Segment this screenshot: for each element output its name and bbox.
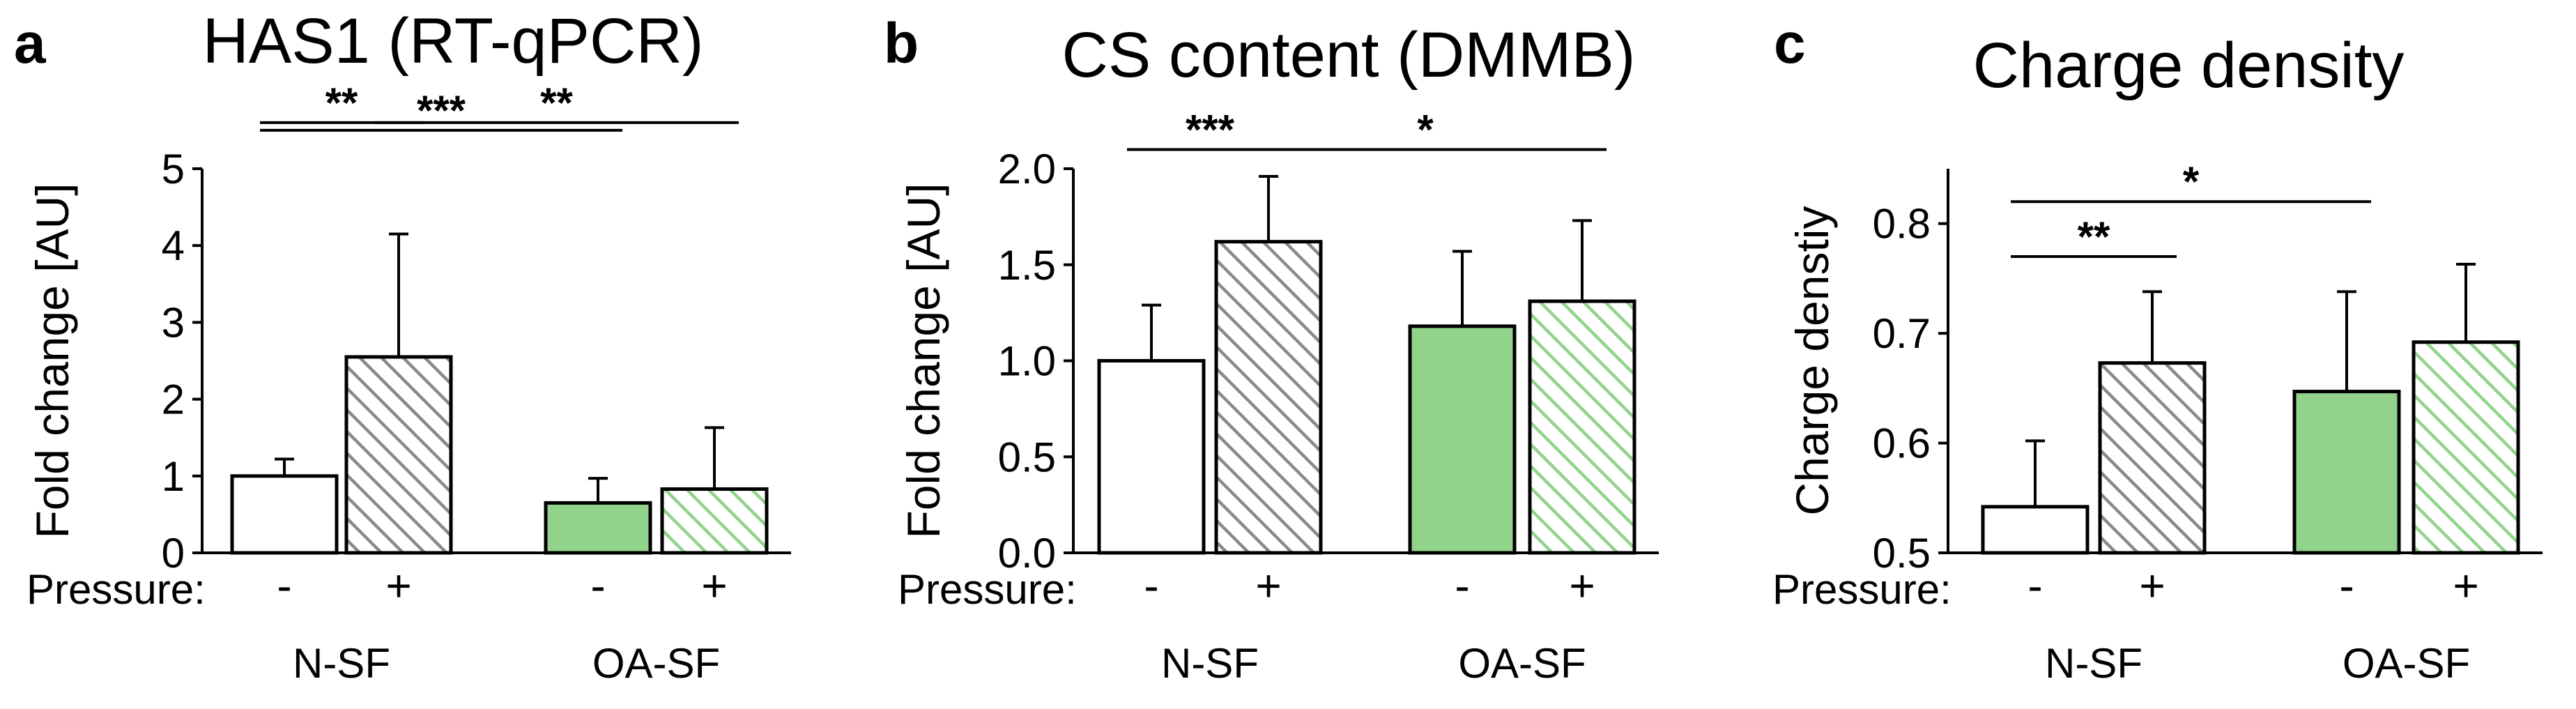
y-tick-label: 0.5 [1873, 530, 1931, 577]
bar [2412, 340, 2520, 555]
pressure-label: Pressure: [26, 566, 206, 613]
pressure-sign: + [701, 561, 727, 611]
y-tick-label: 0.7 [1873, 310, 1931, 357]
bar [2098, 361, 2207, 555]
pressure-sign: - [1144, 561, 1158, 611]
bar [1408, 324, 1517, 555]
panel-b: b CS content (DMMB) Fold change [AU] 0.0 0.5… [884, 12, 1659, 687]
y-tick-label: 1 [162, 453, 185, 500]
pressure-sign: + [385, 561, 411, 611]
y-tick-label: 0.5 [998, 434, 1056, 480]
group-label: N-SF [293, 640, 390, 687]
y-axis-label: Fold change [AU] [898, 183, 949, 539]
significance-label: ** [2078, 213, 2110, 260]
pressure-sign: + [2453, 561, 2478, 611]
chart-title: CS content (DMMB) [1061, 20, 1635, 91]
pressure-label: Pressure: [898, 566, 1077, 613]
bar [1097, 359, 1206, 555]
bar [1981, 505, 2090, 555]
group-label: OA-SF [592, 640, 720, 687]
significance-label: ** [325, 79, 358, 126]
y-tick-label: 0.0 [998, 530, 1056, 577]
pressure-label: Pressure: [1772, 566, 1952, 613]
panel-c: c Charge density Charge denstiy 0.5 0.6 0.7 0.… [1772, 12, 2543, 687]
group-label: OA-SF [2343, 640, 2470, 687]
y-tick-label: 4 [162, 222, 185, 269]
significance-label: * [1417, 106, 1434, 153]
y-tick-label: 1.0 [998, 338, 1056, 385]
pressure-sign: - [1455, 561, 1469, 611]
panel-letter: c [1774, 12, 1806, 75]
panel-letter: b [884, 12, 919, 75]
pressure-sign: - [2027, 561, 2042, 611]
y-tick-label: 3 [162, 299, 185, 346]
bar [2292, 390, 2401, 555]
y-tick-label: 2 [162, 376, 185, 423]
bar [1528, 299, 1636, 555]
y-tick-label: 2.0 [998, 146, 1056, 192]
group-label: N-SF [1161, 640, 1259, 687]
y-tick-label: 5 [162, 146, 185, 192]
bar [1214, 240, 1323, 555]
significance-label: *** [417, 87, 466, 134]
chart-title: HAS1 (RT-qPCR) [202, 6, 703, 77]
pressure-sign: - [590, 561, 605, 611]
chart-title: Charge density [1973, 30, 2405, 101]
y-tick-label: 0.6 [1873, 420, 1931, 467]
group-label: N-SF [2045, 640, 2142, 687]
pressure-sign: - [277, 561, 291, 611]
bar [230, 474, 339, 555]
group-label: OA-SF [1458, 640, 1586, 687]
significance-label: * [2183, 158, 2200, 205]
pressure-sign: - [2339, 561, 2354, 611]
bar [660, 487, 769, 555]
significance-label: *** [1186, 106, 1235, 153]
panel-letter: a [14, 12, 47, 75]
significance-label: ** [540, 79, 573, 126]
y-tick-label: 0 [162, 530, 185, 577]
y-axis-label: Fold change [AU] [26, 183, 78, 539]
panel-a: a HAS1 (RT-qPCR) Fold change [AU] 0 1 2 3 4 5 - + -… [14, 6, 791, 687]
pressure-sign: + [1569, 561, 1595, 611]
bar [344, 355, 453, 555]
bar [544, 501, 652, 555]
y-axis-label: Charge denstiy [1786, 206, 1838, 516]
y-tick-label: 1.5 [998, 242, 1056, 289]
y-tick-label: 0.8 [1873, 201, 1931, 247]
pressure-sign: + [2139, 561, 2165, 611]
pressure-sign: + [1255, 561, 1281, 611]
